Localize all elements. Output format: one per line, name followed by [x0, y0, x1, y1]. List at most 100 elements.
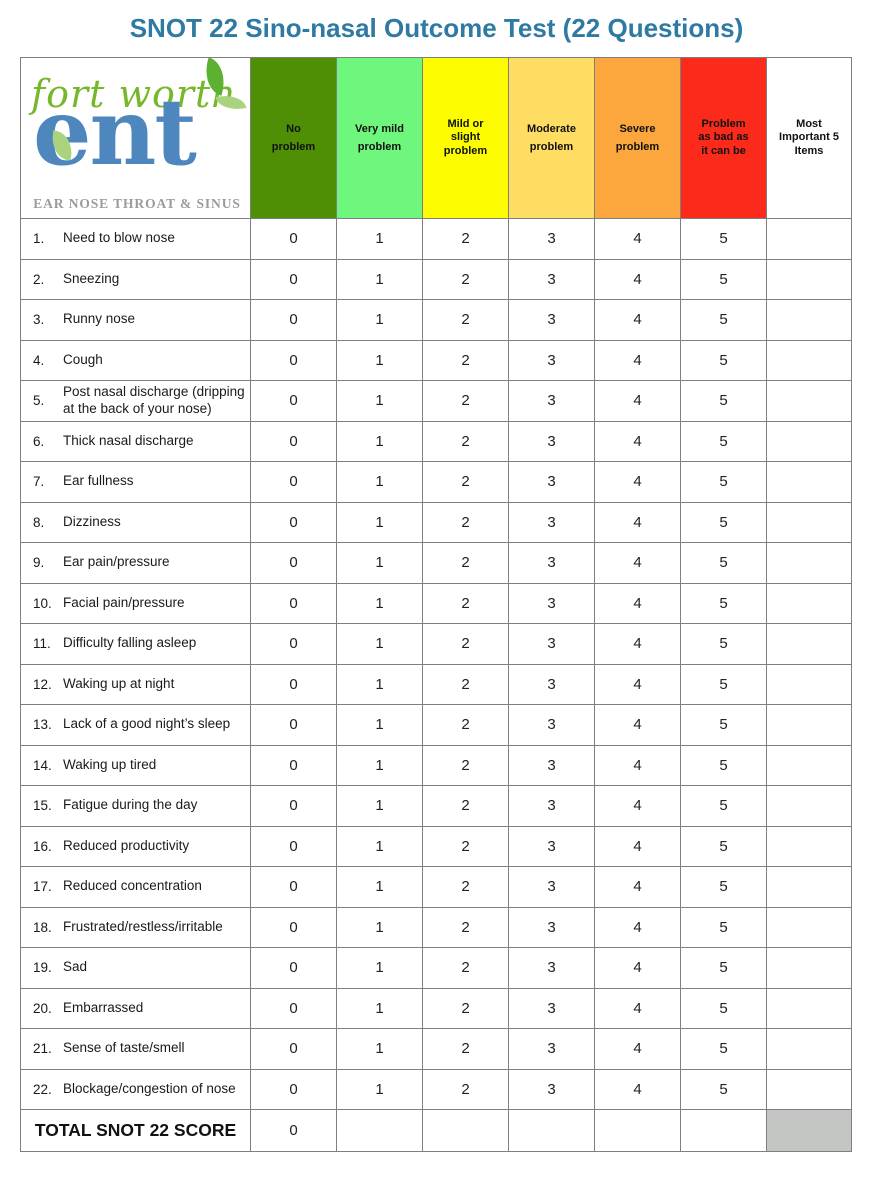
score-cell[interactable]: 3	[509, 340, 595, 381]
score-cell[interactable]: 5	[681, 300, 767, 341]
score-cell[interactable]: 4	[595, 300, 681, 341]
score-cell[interactable]: 0	[251, 502, 337, 543]
important-item-cell[interactable]	[767, 705, 852, 746]
score-cell[interactable]: 4	[595, 745, 681, 786]
score-cell[interactable]: 0	[251, 340, 337, 381]
score-cell[interactable]: 2	[423, 583, 509, 624]
important-item-cell[interactable]	[767, 381, 852, 422]
score-cell[interactable]: 5	[681, 259, 767, 300]
score-cell[interactable]: 3	[509, 664, 595, 705]
score-cell[interactable]: 2	[423, 907, 509, 948]
score-cell[interactable]: 3	[509, 786, 595, 827]
score-cell[interactable]: 3	[509, 745, 595, 786]
score-cell[interactable]: 4	[595, 705, 681, 746]
score-cell[interactable]: 1	[337, 502, 423, 543]
important-item-cell[interactable]	[767, 1069, 852, 1110]
score-cell[interactable]: 2	[423, 1069, 509, 1110]
score-cell[interactable]: 0	[251, 462, 337, 503]
score-cell[interactable]: 3	[509, 624, 595, 665]
score-cell[interactable]: 4	[595, 219, 681, 260]
score-cell[interactable]: 0	[251, 1029, 337, 1070]
score-cell[interactable]: 3	[509, 988, 595, 1029]
score-cell[interactable]: 1	[337, 826, 423, 867]
score-cell[interactable]: 1	[337, 705, 423, 746]
score-cell[interactable]: 2	[423, 1029, 509, 1070]
score-cell[interactable]: 1	[337, 462, 423, 503]
important-item-cell[interactable]	[767, 300, 852, 341]
score-cell[interactable]: 4	[595, 786, 681, 827]
score-cell[interactable]: 5	[681, 340, 767, 381]
score-cell[interactable]: 4	[595, 340, 681, 381]
score-cell[interactable]: 3	[509, 826, 595, 867]
score-cell[interactable]: 1	[337, 381, 423, 422]
score-cell[interactable]: 5	[681, 381, 767, 422]
important-item-cell[interactable]	[767, 421, 852, 462]
score-cell[interactable]: 4	[595, 948, 681, 989]
score-cell[interactable]: 5	[681, 786, 767, 827]
important-item-cell[interactable]	[767, 948, 852, 989]
score-cell[interactable]: 3	[509, 259, 595, 300]
score-cell[interactable]: 5	[681, 624, 767, 665]
score-cell[interactable]: 5	[681, 462, 767, 503]
score-cell[interactable]: 2	[423, 948, 509, 989]
score-cell[interactable]: 5	[681, 421, 767, 462]
score-cell[interactable]: 4	[595, 462, 681, 503]
score-cell[interactable]: 2	[423, 462, 509, 503]
score-cell[interactable]: 2	[423, 826, 509, 867]
score-cell[interactable]: 2	[423, 988, 509, 1029]
score-cell[interactable]: 2	[423, 745, 509, 786]
score-cell[interactable]: 1	[337, 259, 423, 300]
score-cell[interactable]: 0	[251, 219, 337, 260]
score-cell[interactable]: 2	[423, 502, 509, 543]
important-item-cell[interactable]	[767, 502, 852, 543]
important-item-cell[interactable]	[767, 664, 852, 705]
score-cell[interactable]: 5	[681, 907, 767, 948]
score-cell[interactable]: 5	[681, 1069, 767, 1110]
score-cell[interactable]: 4	[595, 1029, 681, 1070]
score-cell[interactable]: 2	[423, 300, 509, 341]
score-cell[interactable]: 1	[337, 1069, 423, 1110]
score-cell[interactable]: 1	[337, 907, 423, 948]
score-cell[interactable]: 2	[423, 381, 509, 422]
score-cell[interactable]: 5	[681, 867, 767, 908]
score-cell[interactable]: 1	[337, 988, 423, 1029]
important-item-cell[interactable]	[767, 1029, 852, 1070]
score-cell[interactable]: 1	[337, 340, 423, 381]
score-cell[interactable]: 0	[251, 1069, 337, 1110]
score-cell[interactable]: 0	[251, 988, 337, 1029]
score-cell[interactable]: 0	[251, 826, 337, 867]
important-item-cell[interactable]	[767, 907, 852, 948]
score-cell[interactable]: 0	[251, 583, 337, 624]
score-cell[interactable]: 4	[595, 1069, 681, 1110]
score-cell[interactable]: 0	[251, 664, 337, 705]
score-cell[interactable]: 2	[423, 259, 509, 300]
score-cell[interactable]: 1	[337, 867, 423, 908]
score-cell[interactable]: 0	[251, 705, 337, 746]
score-cell[interactable]: 0	[251, 259, 337, 300]
score-cell[interactable]: 4	[595, 381, 681, 422]
score-cell[interactable]: 2	[423, 421, 509, 462]
score-cell[interactable]: 4	[595, 259, 681, 300]
important-item-cell[interactable]	[767, 259, 852, 300]
score-cell[interactable]: 2	[423, 543, 509, 584]
score-cell[interactable]: 1	[337, 786, 423, 827]
score-cell[interactable]: 5	[681, 826, 767, 867]
score-cell[interactable]: 4	[595, 664, 681, 705]
score-cell[interactable]: 2	[423, 624, 509, 665]
score-cell[interactable]: 4	[595, 583, 681, 624]
score-cell[interactable]: 0	[251, 543, 337, 584]
score-cell[interactable]: 3	[509, 1029, 595, 1070]
score-cell[interactable]: 4	[595, 907, 681, 948]
score-cell[interactable]: 2	[423, 664, 509, 705]
score-cell[interactable]: 0	[251, 745, 337, 786]
score-cell[interactable]: 0	[251, 786, 337, 827]
score-cell[interactable]: 2	[423, 867, 509, 908]
score-cell[interactable]: 3	[509, 907, 595, 948]
score-cell[interactable]: 1	[337, 583, 423, 624]
score-cell[interactable]: 5	[681, 988, 767, 1029]
score-cell[interactable]: 4	[595, 502, 681, 543]
important-item-cell[interactable]	[767, 543, 852, 584]
score-cell[interactable]: 4	[595, 867, 681, 908]
score-cell[interactable]: 4	[595, 543, 681, 584]
score-cell[interactable]: 0	[251, 624, 337, 665]
